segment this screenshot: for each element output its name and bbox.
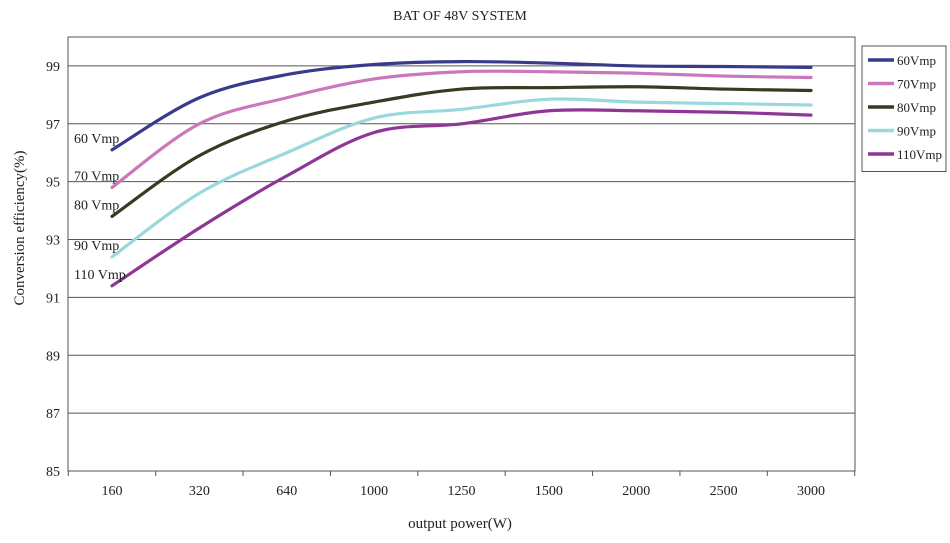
y-tick-label: 97 xyxy=(46,118,60,133)
series-line-60vmp xyxy=(110,59,813,152)
series-line-80vmp xyxy=(110,85,813,218)
legend-label-80vmp: 80Vmp xyxy=(897,100,936,115)
legend-label-110vmp: 110Vmp xyxy=(897,147,942,162)
x-tick-label: 640 xyxy=(276,484,297,499)
y-tick-label: 99 xyxy=(46,60,60,75)
series-line-110vmp xyxy=(110,108,813,288)
y-tick-label: 95 xyxy=(46,176,60,191)
y-tick-label: 93 xyxy=(46,234,60,249)
y-tick-label: 87 xyxy=(46,407,60,422)
y-tick-label: 89 xyxy=(46,349,60,364)
y-axis-label: Conversion efficiency(%) xyxy=(12,150,28,305)
series-annotation-90vmp: 90 Vmp xyxy=(74,239,119,254)
series-line-70vmp xyxy=(110,69,813,190)
legend-label-60vmp: 60Vmp xyxy=(897,53,936,68)
series-annotation-70vmp: 70 Vmp xyxy=(74,169,119,184)
axis-layer: 85 87 89 91 93 95 97 99 160 320 640 1000 1250 1500 200… xyxy=(46,60,856,499)
series-annotation-110vmp: 110 Vmp xyxy=(74,268,126,283)
y-tick-label: 85 xyxy=(46,465,60,480)
series-layer xyxy=(110,59,813,288)
legend-label-70vmp: 70Vmp xyxy=(897,77,936,92)
x-tick-label: 160 xyxy=(102,484,123,499)
y-tick-label: 91 xyxy=(46,291,60,306)
annotation-layer: 60 Vmp 70 Vmp 80 Vmp 90 Vmp 110 Vmp xyxy=(74,132,126,283)
x-tick-label: 320 xyxy=(189,484,210,499)
x-tick-label: 1500 xyxy=(535,484,563,499)
grid-layer xyxy=(67,36,856,472)
x-tick-label: 2000 xyxy=(622,484,650,499)
x-tick-label: 2500 xyxy=(710,484,738,499)
legend: 60Vmp 70Vmp 80Vmp 90Vmp 110Vmp xyxy=(861,45,947,172)
x-axis-label: output power(W) xyxy=(408,516,512,532)
legend-label-90vmp: 90Vmp xyxy=(897,124,936,139)
x-tick-label: 1250 xyxy=(448,484,476,499)
series-line-90vmp xyxy=(110,97,813,259)
x-tick-label: 3000 xyxy=(797,484,825,499)
chart-title: BAT OF 48V SYSTEM xyxy=(393,9,527,24)
series-annotation-60vmp: 60 Vmp xyxy=(74,132,119,147)
series-annotation-80vmp: 80 Vmp xyxy=(74,198,119,213)
x-tick-label: 1000 xyxy=(360,484,388,499)
plot-frame xyxy=(67,36,856,472)
